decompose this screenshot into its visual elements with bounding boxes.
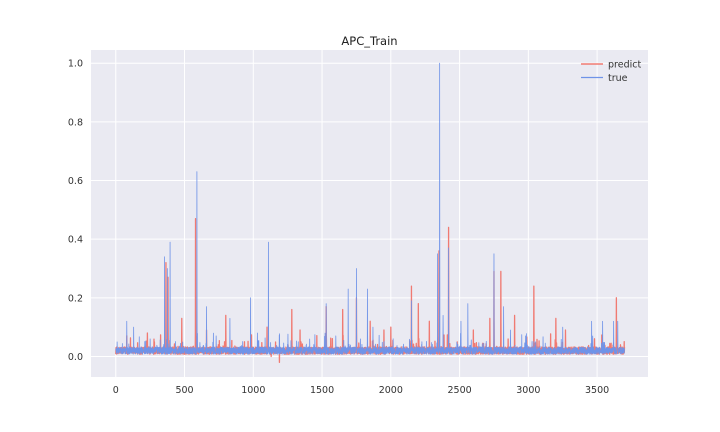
chart-title: APC_Train	[341, 34, 397, 48]
grid	[91, 50, 648, 377]
y-tick-label: 1.0	[68, 59, 83, 70]
x-tick-label: 1000	[241, 385, 265, 396]
y-tick-label: 0.6	[68, 176, 83, 187]
y-tick-label: 0.0	[68, 352, 83, 363]
y-tick-label: 0.2	[68, 293, 83, 304]
x-tick-label: 0	[113, 385, 119, 396]
legend: predict true	[581, 60, 641, 84]
series-layer	[115, 62, 626, 363]
x-tick-label: 3000	[516, 385, 540, 396]
y-tick-label: 0.4	[68, 235, 83, 246]
x-tick-label: 2000	[379, 385, 403, 396]
plot-area	[91, 50, 648, 377]
x-tick-label: 500	[175, 385, 193, 396]
legend-label-true: true	[608, 73, 628, 84]
x-tick-label: 1500	[310, 385, 334, 396]
x-tick-label: 2500	[447, 385, 471, 396]
y-tick-label: 0.8	[68, 117, 83, 128]
series-line-true	[115, 62, 625, 355]
tick-labels: 0 500 1000 1500 2000 2500 3000 3500 0.0 0.2 0.4 0.6…	[68, 59, 609, 396]
x-tick-label: 3500	[585, 385, 609, 396]
legend-label-predict: predict	[608, 60, 641, 71]
